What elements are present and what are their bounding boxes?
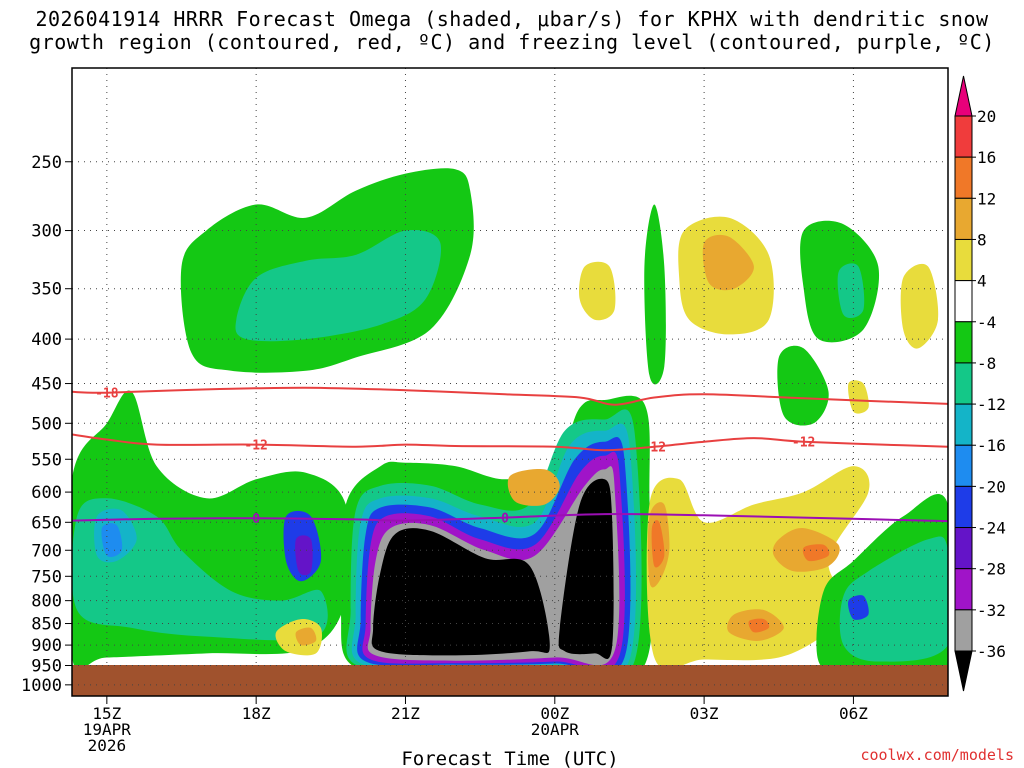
omega-region-sliver-green-upper <box>644 204 666 385</box>
x-tick-label-15Z: 15Z <box>92 704 121 723</box>
colorbar-box-7 <box>954 403 973 446</box>
colorbar-box-1 <box>954 156 973 199</box>
omega-region-right-red-lower <box>748 618 770 633</box>
colorbar-label-8: 8 <box>977 230 987 249</box>
y-tick-label-300: 300 <box>31 222 62 242</box>
colorbar-label--24: -24 <box>977 519 1006 538</box>
contour-label--12: -12 <box>792 436 815 451</box>
omega-region-right-red-core <box>651 520 665 568</box>
colorbar-label--8: -8 <box>977 354 996 373</box>
omega-region-right-red-mid <box>802 544 830 562</box>
colorbar-label-20: 20 <box>977 107 996 126</box>
x-tick-label-06Z: 06Z <box>839 704 868 723</box>
colorbar-label-4: 4 <box>977 272 987 291</box>
colorbar-box-12 <box>954 609 973 652</box>
y-tick-label-900: 900 <box>31 636 62 656</box>
colorbar-label--28: -28 <box>977 560 1006 579</box>
omega-region-sliver-yellow-upper <box>579 261 616 321</box>
colorbar-box-9 <box>954 485 973 529</box>
colorbar-label--4: -4 <box>977 313 996 332</box>
y-tick-label-250: 250 <box>31 153 62 173</box>
source-credit: coolwx.com/models <box>860 746 1014 764</box>
x-tick-label-19APR: 19APR <box>83 720 132 739</box>
colorbar-min-triangle <box>954 650 973 692</box>
x-tick-label-18Z: 18Z <box>242 704 271 723</box>
omega-region-far-upper-yellow <box>900 263 939 349</box>
omega-region-small-green-ring <box>777 345 829 426</box>
axes: 2503003504004505005506006507007508008509… <box>21 67 949 768</box>
y-tick-label-1000: 1000 <box>21 676 62 696</box>
contour--18 <box>72 386 948 406</box>
omega-region-far-right-teal <box>839 536 948 662</box>
colorbar-box-10 <box>954 527 973 570</box>
x-tick-label-03Z: 03Z <box>690 704 719 723</box>
colorbar-box-5 <box>954 321 973 364</box>
terrain-band <box>72 665 948 696</box>
x-tick-label-20APR: 20APR <box>531 720 580 739</box>
colorbar-label--32: -32 <box>977 601 1006 620</box>
y-tick-label-500: 500 <box>31 414 62 434</box>
colorbar-label-16: 16 <box>977 148 996 167</box>
colorbar-box-2 <box>954 197 973 240</box>
omega-region-upper-right-teal <box>837 263 865 319</box>
colorbar-label--20: -20 <box>977 477 1006 496</box>
colorbar: 20 16 12 8 4 -4 -8 -12 -16 -20 -24 -28 -32 -36 <box>954 75 1006 692</box>
colorbar-label--16: -16 <box>977 436 1006 455</box>
y-tick-label-700: 700 <box>31 541 62 561</box>
gridlines <box>72 68 948 686</box>
omega-region-small-left-orange <box>295 627 317 646</box>
contour--12 <box>72 433 948 452</box>
contour-label--12: -12 <box>643 441 666 456</box>
contour-0 <box>72 513 948 523</box>
colorbar-max-triangle <box>954 75 973 117</box>
y-tick-label-450: 450 <box>31 375 62 395</box>
x-tick-label-2026: 2026 <box>88 736 127 755</box>
x-axis-title: Forecast Time (UTC) <box>401 748 618 768</box>
colorbar-box-3 <box>954 238 973 282</box>
x-tick-label-21Z: 21Z <box>391 704 420 723</box>
omega-region-upper-teal-blob <box>235 229 442 342</box>
omega-region-small-yellow-drop <box>848 380 869 414</box>
y-tick-label-600: 600 <box>31 483 62 503</box>
colorbar-label--36: -36 <box>977 642 1006 661</box>
y-tick-label-550: 550 <box>31 450 62 470</box>
colorbar-label-12: 12 <box>977 189 996 208</box>
x-tick-label-00Z: 00Z <box>540 704 569 723</box>
colorbar-box-8 <box>954 444 973 487</box>
omega-region-conv-black-left <box>371 528 550 656</box>
omega-region-upper-left-yellow <box>507 468 560 506</box>
colorbar-box-4 <box>954 280 973 323</box>
contour-lines: -18 -12 -12 -12 0 0 <box>72 386 948 527</box>
colorbar-box-11 <box>954 568 973 611</box>
contour-label--18: -18 <box>95 387 119 402</box>
contour-label--12: -12 <box>244 439 267 454</box>
colorbar-box-6 <box>954 362 973 405</box>
omega-region-upper-right-orange <box>702 234 754 291</box>
y-tick-label-800: 800 <box>31 592 62 612</box>
contour-label-0: 0 <box>252 512 260 527</box>
colorbar-box-0 <box>954 115 973 158</box>
plot-area: -18 -12 -12 -12 0 0 <box>72 68 948 696</box>
y-tick-label-850: 850 <box>31 615 62 635</box>
plot-frame <box>71 67 949 697</box>
chart-title-line-1: 2026041914 HRRR Forecast Omega (shaded, … <box>35 7 989 31</box>
chart-title-line-2: growth region (contoured, red, ºC) and f… <box>29 30 995 54</box>
y-tick-label-750: 750 <box>31 567 62 587</box>
y-tick-label-350: 350 <box>31 280 62 300</box>
colorbar-label--12: -12 <box>977 395 1006 414</box>
y-tick-label-950: 950 <box>31 656 62 676</box>
y-tick-label-400: 400 <box>31 330 62 350</box>
y-tick-label-650: 650 <box>31 513 62 533</box>
omega-region-conv-black-right <box>558 478 614 660</box>
omega-region-mid-purple-stripe <box>295 535 313 576</box>
contour-label-0: 0 <box>501 512 509 527</box>
shaded-regions <box>72 168 948 696</box>
omega-region-far-right-blue <box>848 595 869 620</box>
